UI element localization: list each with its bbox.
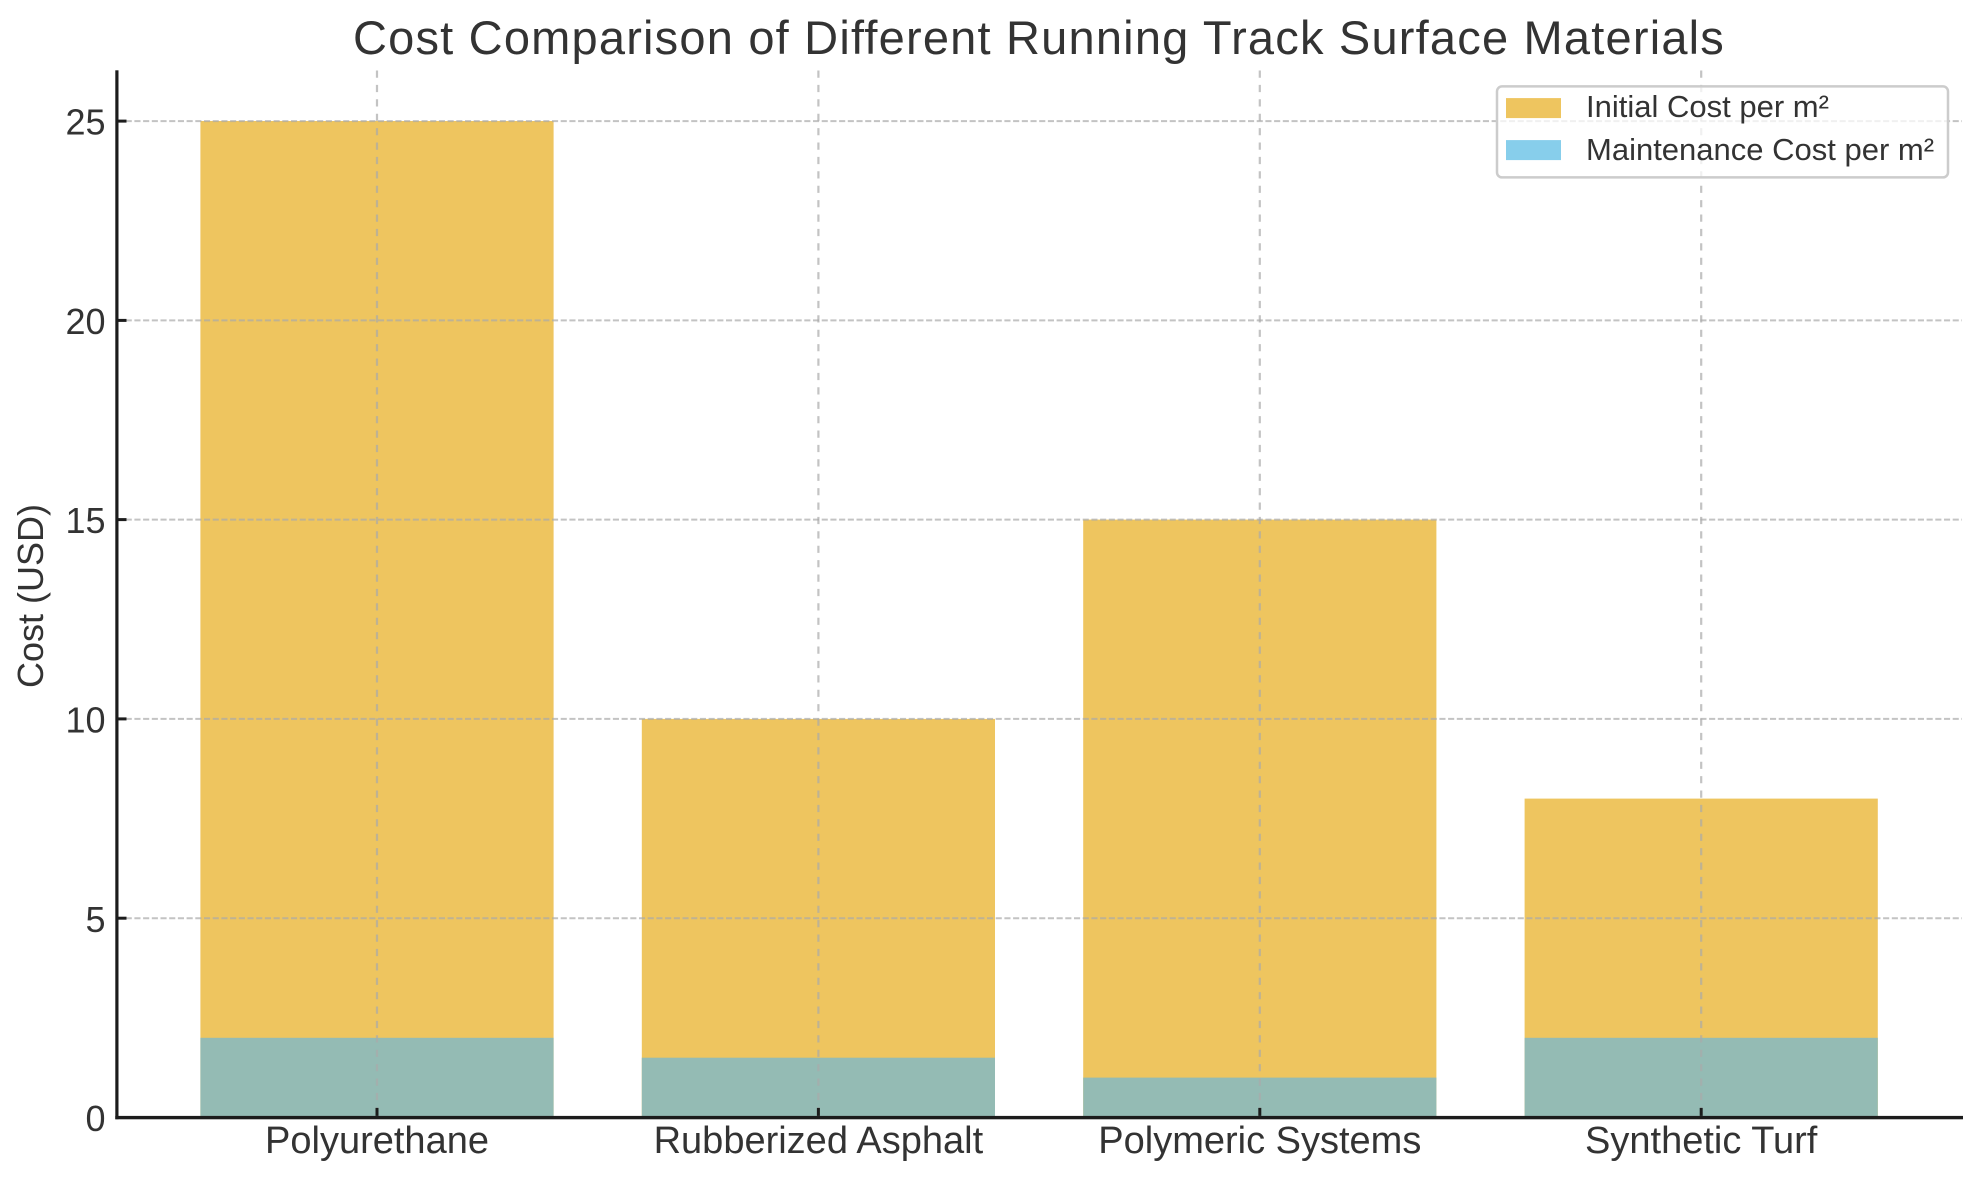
- svg-text:Maintenance Cost per m²: Maintenance Cost per m²: [1586, 132, 1934, 167]
- svg-text:Polymeric Systems: Polymeric Systems: [1098, 1120, 1421, 1162]
- svg-text:Cost Comparison of Different R: Cost Comparison of Different Running Tra…: [353, 11, 1725, 64]
- svg-text:15: 15: [65, 500, 105, 541]
- svg-text:25: 25: [65, 102, 105, 143]
- svg-text:20: 20: [65, 301, 105, 342]
- svg-text:5: 5: [85, 899, 105, 940]
- svg-text:Initial Cost per m²: Initial Cost per m²: [1586, 89, 1829, 124]
- svg-text:10: 10: [65, 700, 105, 741]
- svg-text:Cost (USD): Cost (USD): [10, 504, 51, 688]
- svg-text:0: 0: [85, 1098, 105, 1139]
- svg-text:Synthetic Turf: Synthetic Turf: [1585, 1120, 1818, 1162]
- svg-text:Rubberized Asphalt: Rubberized Asphalt: [654, 1120, 984, 1162]
- svg-text:Polyurethane: Polyurethane: [265, 1120, 489, 1162]
